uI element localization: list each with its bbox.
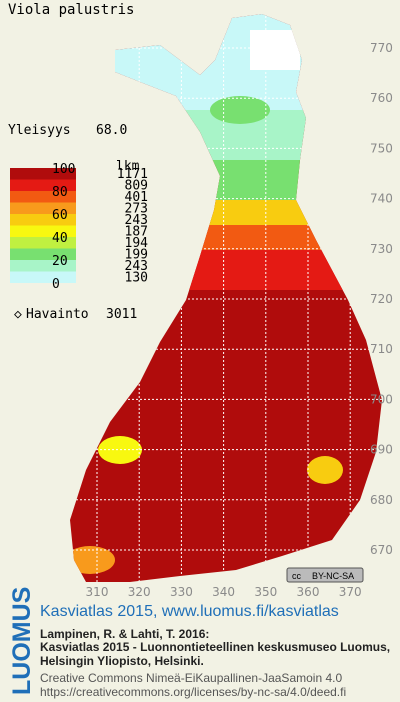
observation-count: 3011	[106, 307, 137, 322]
legend-swatch	[10, 214, 76, 226]
legend-count: 199	[125, 248, 148, 263]
x-grid-label: 330	[170, 585, 193, 599]
y-grid-label: 690	[370, 443, 393, 457]
legend-scale-label: 80	[52, 185, 68, 200]
x-grid-label: 370	[339, 585, 362, 599]
legend-swatch	[10, 168, 76, 180]
brand: LUOMUS	[8, 587, 36, 695]
zone	[307, 456, 343, 484]
y-grid-label: 770	[370, 41, 393, 55]
legend-count: 243	[125, 259, 148, 274]
legend-scale-label: 0	[52, 277, 60, 292]
legend-scale-label: 100	[52, 162, 75, 177]
legend-swatch	[10, 248, 76, 260]
legend-scale-label: 60	[52, 208, 68, 223]
legend-count: 809	[125, 179, 148, 194]
license-badge-cc: cc	[292, 571, 302, 581]
y-grid-label: 670	[370, 543, 393, 557]
legend-count: 1171	[117, 167, 148, 182]
x-grid-label: 350	[254, 585, 277, 599]
legend-scale-label: 20	[52, 254, 68, 269]
observation-label: Havainto	[26, 307, 89, 322]
frequency-label: Yleisyys	[8, 123, 71, 138]
legend-swatch	[10, 179, 76, 191]
y-grid-label: 730	[370, 242, 393, 256]
title: Viola palustris	[8, 2, 134, 18]
legend-swatch	[10, 271, 76, 283]
legend-swatch	[10, 225, 76, 237]
y-grid-label: 740	[370, 192, 393, 206]
legend-count: 401	[125, 190, 148, 205]
legend-count: 243	[125, 213, 148, 228]
y-grid-label: 680	[370, 493, 393, 507]
citation: Lampinen, R. & Lahti, T. 2016:	[40, 627, 209, 641]
x-grid-label: 360	[297, 585, 320, 599]
license: Creative Commons Nimeä-EiKaupallinen-Jaa…	[40, 671, 342, 685]
citation: Kasviatlas 2015 - Luonnontieteellinen ke…	[40, 640, 390, 654]
legend-swatch	[10, 260, 76, 272]
license: https://creativecommons.org/licenses/by-…	[40, 685, 346, 699]
labels: Viola palustris Yleisyys 68.0 lkm ◇ Hava…	[8, 2, 393, 699]
y-grid-label: 710	[370, 342, 393, 356]
legend-swatch	[10, 191, 76, 203]
license-badge-terms: BY-NC-SA	[312, 571, 354, 581]
link[interactable]: Kasviatlas 2015, www.luomus.fi/kasviatla…	[40, 603, 339, 620]
legend-count: 187	[125, 225, 148, 240]
legend-count: 273	[125, 202, 148, 217]
frequency-value: 68.0	[96, 123, 127, 138]
y-grid-label: 700	[370, 392, 393, 406]
observation-symbol: ◇	[14, 307, 22, 322]
x-grid-label: 320	[128, 585, 151, 599]
citation: Helsingin Yliopisto, Helsinki.	[40, 654, 204, 668]
legend-count: 130	[125, 271, 148, 286]
x-grid-label: 340	[212, 585, 235, 599]
legend-count: 194	[125, 236, 149, 251]
legend-scale-label: 40	[52, 231, 68, 246]
count-header: lkm	[116, 159, 140, 174]
y-grid-label: 760	[370, 91, 393, 105]
legend-swatch	[10, 202, 76, 214]
y-grid-label: 720	[370, 292, 393, 306]
license-badge	[286, 567, 364, 583]
y-grid-label: 750	[370, 141, 393, 155]
legend-swatch	[10, 237, 76, 249]
zone	[210, 96, 270, 124]
x-grid-label: 310	[86, 585, 109, 599]
zone	[250, 30, 300, 70]
